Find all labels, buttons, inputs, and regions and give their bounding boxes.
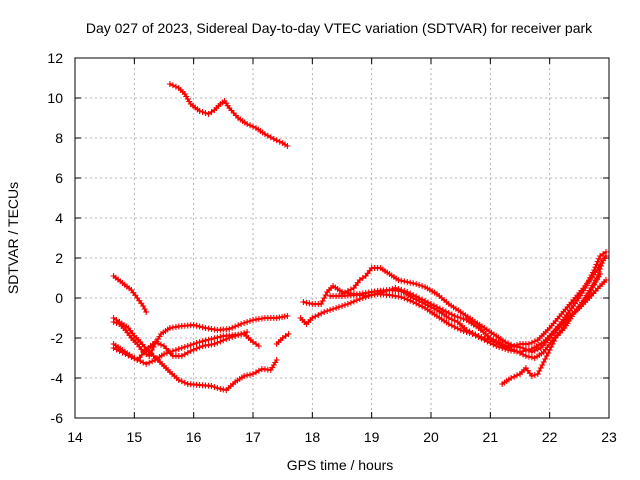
data-series [110, 81, 609, 393]
series-markers [110, 329, 251, 363]
x-tick-label: 16 [186, 429, 202, 445]
x-tick-label: 18 [305, 429, 321, 445]
series-arc-2 [110, 273, 150, 315]
series-arc-3 [110, 313, 291, 359]
series-arc-12 [499, 271, 604, 387]
y-tick-label: 8 [55, 130, 63, 146]
series-markers [110, 313, 291, 359]
series-markers [273, 331, 292, 347]
x-tick-label: 20 [423, 429, 439, 445]
y-tick-label: 12 [47, 50, 63, 66]
x-tick-label: 15 [127, 429, 143, 445]
x-tick-label: 23 [601, 429, 617, 445]
y-tick-label: -2 [51, 330, 64, 346]
tick-labels: 14 15 16 17 18 19 20 21 22 23 -6 -4 -2 0 2 4 6 8 10 12 [47, 50, 617, 445]
y-tick-label: 2 [55, 250, 63, 266]
series-arc-7 [273, 331, 292, 347]
y-tick-label: -4 [51, 370, 64, 386]
x-tick-label: 14 [67, 429, 83, 445]
series-arc-4 [110, 315, 280, 393]
plot-frame [74, 57, 610, 419]
series-arc-6 [110, 329, 251, 363]
series-markers [166, 81, 291, 149]
y-tick-label: 4 [55, 210, 63, 226]
x-tick-label: 22 [542, 429, 558, 445]
x-axis-label: GPS time / hours [287, 457, 394, 473]
x-tick-label: 19 [364, 429, 380, 445]
chart-title: Day 027 of 2023, Sidereal Day-to-day VTE… [86, 20, 593, 36]
grid-lines [75, 58, 609, 418]
series-arc-1 [166, 81, 291, 149]
y-tick-label: 6 [55, 170, 63, 186]
series-markers [110, 273, 150, 315]
series-markers [499, 271, 604, 387]
x-tick-label: 21 [483, 429, 499, 445]
y-tick-label: 0 [55, 290, 63, 306]
y-tick-label: 10 [47, 90, 63, 106]
y-axis-label: SDTVAR / TECUs [5, 182, 21, 294]
x-tick-label: 17 [245, 429, 261, 445]
y-tick-label: -6 [51, 410, 64, 426]
